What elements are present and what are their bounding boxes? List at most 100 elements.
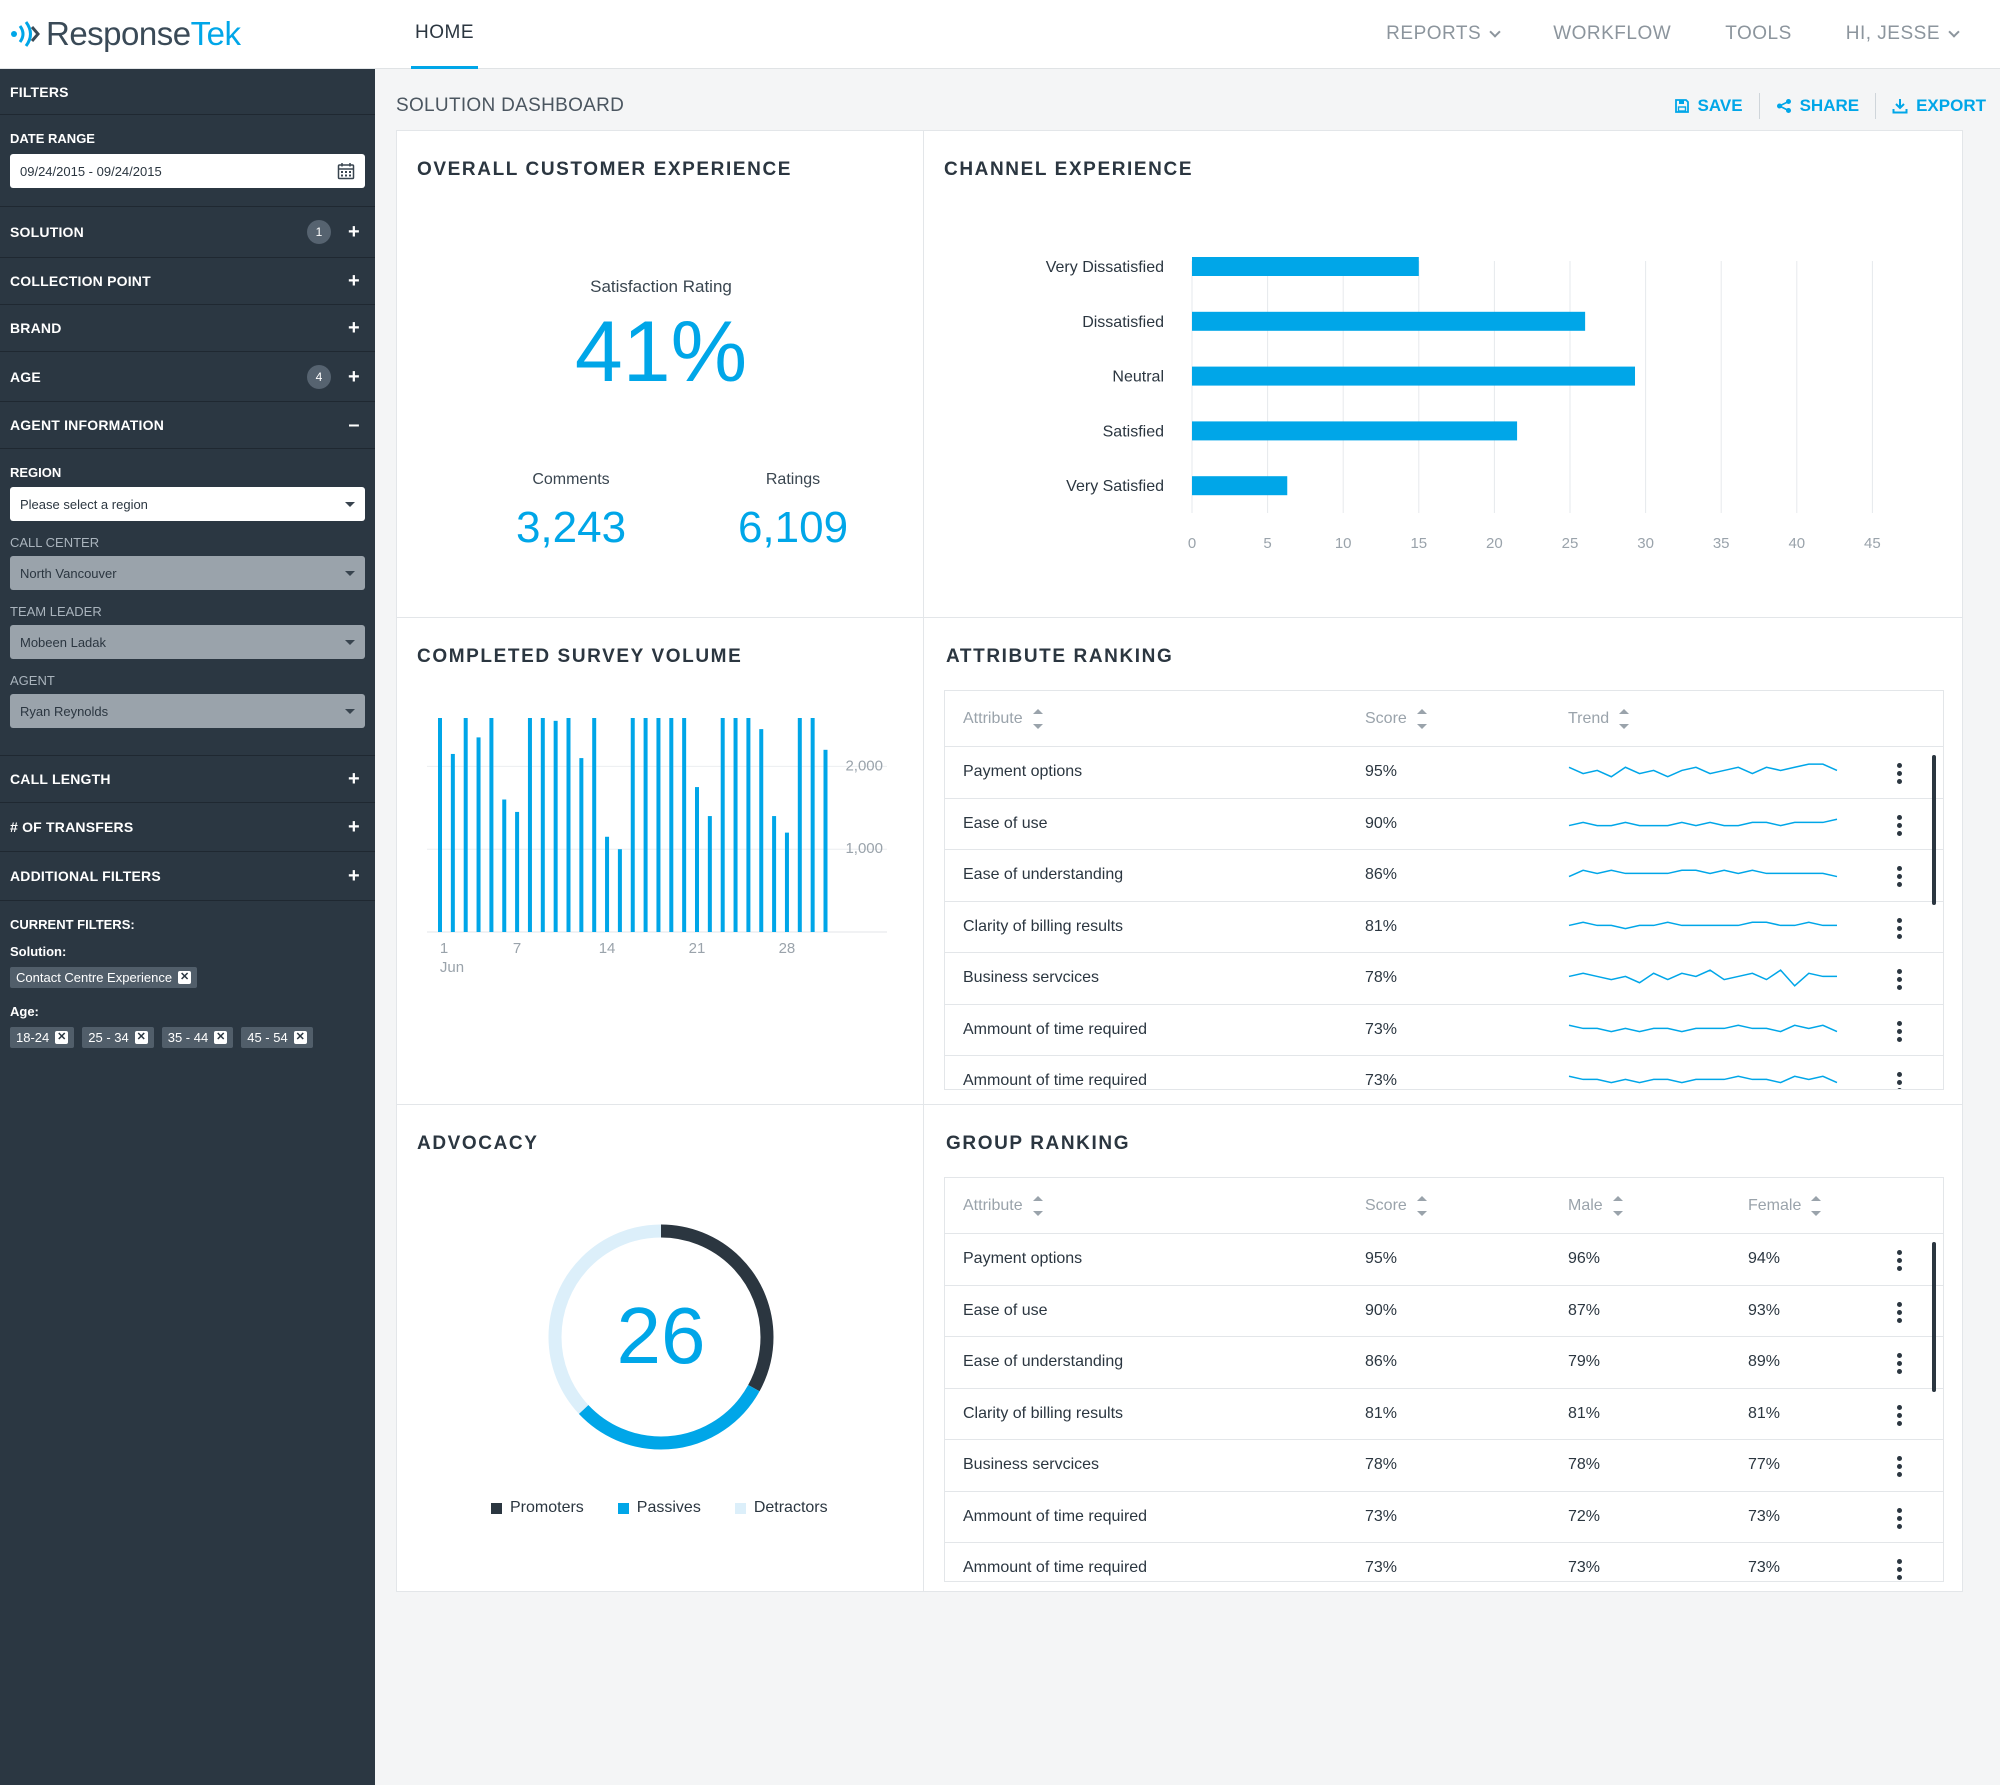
close-icon[interactable]: ✕ xyxy=(178,971,192,984)
bar xyxy=(656,718,661,932)
trend-sparkline xyxy=(1568,869,1838,878)
filter-chip[interactable]: 18-24 ✕ xyxy=(10,1027,75,1048)
nav-reports[interactable]: REPORTS xyxy=(1386,23,1501,45)
filter-chip[interactable]: Contact Centre Experience ✕ xyxy=(10,967,198,988)
bar xyxy=(476,737,481,932)
scrollbar[interactable] xyxy=(1932,755,1936,905)
score-cell: 81% xyxy=(1365,917,1398,935)
table-row[interactable]: Ammount of time required 73% 72% 73% xyxy=(945,1492,1943,1543)
date-range-input[interactable]: 09/24/2015 - 09/24/2015 xyxy=(10,154,365,188)
more-options-icon[interactable] xyxy=(1897,1020,1903,1042)
nav-workflow[interactable]: WORKFLOW xyxy=(1553,23,1672,44)
team-leader-select[interactable]: Mobeen Ladak xyxy=(10,625,365,659)
plus-icon[interactable]: + xyxy=(348,768,360,790)
region-select[interactable]: Please select a region xyxy=(10,487,365,521)
filter-age[interactable]: AGE 4 + xyxy=(0,352,375,402)
plus-icon[interactable]: + xyxy=(348,365,360,388)
call-center-select[interactable]: North Vancouver xyxy=(10,556,365,590)
table-row[interactable]: Ammount of time required 73% xyxy=(945,1005,1943,1056)
x-tick-label: 7 xyxy=(513,940,521,957)
bar xyxy=(527,718,532,932)
column-header-score[interactable]: Score xyxy=(1365,1196,1427,1216)
save-button[interactable]: SAVE xyxy=(1658,96,1759,116)
more-options-icon[interactable] xyxy=(1897,763,1903,784)
filter-call-length[interactable]: CALL LENGTH + xyxy=(0,756,375,803)
calendar-icon[interactable] xyxy=(337,162,355,180)
table-row[interactable]: Business servcices 78% 78% 77% xyxy=(945,1440,1943,1492)
export-button[interactable]: EXPORT xyxy=(1876,96,1986,116)
table-row[interactable]: Payment options 95% 96% 94% xyxy=(945,1234,1943,1286)
sparkline-path xyxy=(1568,969,1837,987)
attribute-cell: Clarity of billing results xyxy=(963,1404,1124,1422)
legend-label: Promoters xyxy=(510,1499,584,1516)
close-icon[interactable]: ✕ xyxy=(134,1031,148,1044)
score-cell: 81% xyxy=(1365,1404,1398,1422)
more-options-icon[interactable] xyxy=(1897,917,1903,939)
logo-icon xyxy=(11,21,40,47)
male-cell: 81% xyxy=(1568,1404,1601,1422)
plus-icon[interactable]: + xyxy=(348,270,360,292)
table-row[interactable]: Business servcices 78% xyxy=(945,953,1943,1005)
more-options-icon[interactable] xyxy=(1897,1559,1903,1580)
table-row[interactable]: Ammount of time required 73% xyxy=(945,1056,1943,1089)
column-header-score[interactable]: Score xyxy=(1365,709,1427,729)
satisfaction-value: 41% xyxy=(574,304,748,400)
filter-solution[interactable]: SOLUTION 1 + xyxy=(0,207,375,258)
minus-icon[interactable]: – xyxy=(348,414,360,436)
close-icon[interactable]: ✕ xyxy=(214,1031,228,1044)
filter-collection-point[interactable]: COLLECTION POINT + xyxy=(0,258,375,305)
user-menu[interactable]: HI, JESSE xyxy=(1846,23,1960,45)
column-header-male[interactable]: Male xyxy=(1568,1196,1623,1216)
plus-icon[interactable]: + xyxy=(348,816,360,838)
bar xyxy=(566,718,571,932)
group-table: Attribute Score Male Female Payment opti… xyxy=(944,1177,1944,1582)
nav-home[interactable]: HOME xyxy=(411,0,478,69)
filter-brand[interactable]: BRAND + xyxy=(0,305,375,352)
date-range-value: 09/24/2015 - 09/24/2015 xyxy=(20,163,162,179)
download-icon xyxy=(1892,99,1908,114)
x-tick-label: 45 xyxy=(1864,535,1881,552)
table-row[interactable]: Ease of understanding 86% 79% 89% xyxy=(945,1337,1943,1389)
column-header-attribute[interactable]: Attribute xyxy=(963,1196,1043,1216)
table-row[interactable]: Ease of understanding 86% xyxy=(945,850,1943,902)
filter-additional[interactable]: ADDITIONAL FILTERS + xyxy=(0,852,375,901)
attribute-cell: Payment options xyxy=(963,1250,1083,1267)
more-options-icon[interactable] xyxy=(1897,969,1903,990)
filter-agent-information[interactable]: AGENT INFORMATION – xyxy=(0,402,375,449)
table-row[interactable]: Payment options 95% xyxy=(945,747,1943,799)
agent-select[interactable]: Ryan Reynolds xyxy=(10,694,365,728)
filter-chip[interactable]: 35 - 44 ✕ xyxy=(161,1027,234,1048)
plus-icon[interactable]: + xyxy=(348,865,360,887)
more-options-icon[interactable] xyxy=(1897,1507,1903,1529)
more-options-icon[interactable] xyxy=(1897,1250,1903,1271)
table-row[interactable]: Ease of use 90% 87% 93% xyxy=(945,1286,1943,1337)
share-button[interactable]: SHARE xyxy=(1760,96,1876,116)
plus-icon[interactable]: + xyxy=(348,317,360,339)
table-row[interactable]: Clarity of billing results 81% 81% 81% xyxy=(945,1389,1943,1440)
close-icon[interactable]: ✕ xyxy=(293,1031,307,1044)
more-options-icon[interactable] xyxy=(1897,1072,1903,1089)
close-icon[interactable]: ✕ xyxy=(55,1031,69,1044)
table-row[interactable]: Ease of use 90% xyxy=(945,799,1943,850)
nav-tools[interactable]: TOOLS xyxy=(1725,23,1792,44)
column-header-attribute[interactable]: Attribute xyxy=(963,709,1043,729)
table-row[interactable]: Ammount of time required 73% 73% 73% xyxy=(945,1543,1943,1581)
more-options-icon[interactable] xyxy=(1897,1456,1903,1477)
solution-filter-label: Solution: xyxy=(10,944,67,959)
column-header-trend[interactable]: Trend xyxy=(1568,709,1630,729)
scrollbar[interactable] xyxy=(1932,1242,1936,1392)
filter-transfers[interactable]: # OF TRANSFERS + xyxy=(0,803,375,852)
more-options-icon[interactable] xyxy=(1897,1404,1903,1426)
more-options-icon[interactable] xyxy=(1897,866,1903,887)
table-row[interactable]: Clarity of billing results 81% xyxy=(945,902,1943,953)
more-options-icon[interactable] xyxy=(1897,814,1903,836)
filter-chip[interactable]: 25 - 34 ✕ xyxy=(82,1027,154,1048)
plus-icon[interactable]: + xyxy=(348,221,360,243)
filter-chip[interactable]: 45 - 54 ✕ xyxy=(241,1027,313,1048)
more-options-icon[interactable] xyxy=(1897,1301,1903,1323)
team-leader-label: TEAM LEADER xyxy=(10,604,102,619)
more-options-icon[interactable] xyxy=(1897,1353,1903,1374)
score-cell: 95% xyxy=(1365,763,1398,780)
column-header-female[interactable]: Female xyxy=(1748,1196,1822,1216)
logo[interactable]: ResponseTek xyxy=(0,0,375,69)
